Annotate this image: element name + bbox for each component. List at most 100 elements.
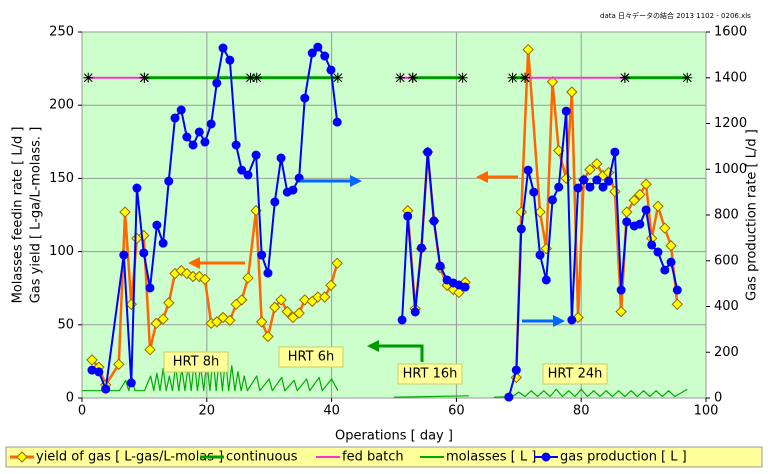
marker (566, 86, 578, 98)
marker (242, 272, 254, 284)
marker (94, 367, 104, 377)
marker (269, 301, 281, 313)
x-tick-label: 80 (573, 404, 590, 419)
marker (332, 117, 342, 127)
marker (313, 42, 323, 52)
marker (647, 240, 657, 250)
arrows (188, 171, 565, 362)
marker (610, 147, 620, 157)
marker (281, 305, 294, 318)
marker (523, 165, 533, 175)
legend-label: yield of gas [ L-gas/L-molas ] (36, 450, 223, 465)
marker (457, 72, 468, 83)
marker (616, 285, 626, 295)
legend: yield of gas [ L-gas/L-molas ] continuous… (5, 446, 763, 468)
legend-marker (16, 451, 28, 463)
marker (573, 183, 583, 193)
marker (326, 65, 336, 75)
marker (522, 43, 534, 56)
x-tick-label: 20 (199, 404, 216, 419)
marker (429, 216, 439, 226)
marker (150, 317, 162, 330)
marker (665, 240, 677, 252)
y-axis-label: Molasses feedin rate [ L/d ] (11, 127, 26, 304)
marker (520, 72, 531, 83)
marker (659, 222, 671, 234)
arrow-head (476, 171, 488, 183)
marker (139, 248, 149, 258)
marker (567, 315, 577, 325)
marker (529, 187, 539, 197)
legend-label: gas production [ L ] (560, 450, 687, 465)
y2-tick-label: 1400 (714, 70, 747, 85)
marker (319, 291, 331, 303)
marker (541, 275, 551, 285)
series (83, 72, 630, 83)
y-tick-label: 150 (49, 171, 74, 186)
marker (163, 297, 175, 309)
annotation: HRT 16h (403, 367, 458, 382)
marker (622, 217, 632, 227)
marker (561, 106, 571, 116)
marker (218, 43, 228, 53)
marker (170, 113, 180, 123)
y2-tick-label: 1200 (714, 116, 747, 131)
marker (511, 365, 521, 375)
marker (535, 250, 545, 260)
marker (397, 315, 407, 325)
x-tick-label: 100 (694, 404, 719, 419)
marker (410, 307, 420, 317)
marker (251, 150, 261, 160)
marker (199, 273, 211, 286)
marker (293, 307, 305, 319)
marker (416, 243, 426, 253)
marker (245, 72, 256, 83)
marker (591, 158, 603, 170)
marker (652, 200, 664, 212)
marker (157, 313, 169, 325)
series-layer (82, 42, 693, 402)
x-tick-label: 0 (78, 404, 86, 419)
y2-tick-label: 800 (714, 208, 739, 223)
marker (307, 48, 317, 58)
marker (152, 220, 162, 230)
y2-tick-label: 1600 (714, 25, 747, 40)
marker (113, 358, 125, 371)
x-axis-label: Operations [ day ] (335, 429, 453, 444)
marker (554, 182, 564, 192)
marker (584, 163, 596, 176)
y-tick-label: 100 (49, 244, 74, 259)
y2-tick-label: 200 (714, 345, 739, 360)
annotation: HRT 8h (173, 355, 219, 370)
annotation: HRT 24h (548, 367, 603, 382)
marker (423, 147, 433, 157)
series (87, 42, 682, 402)
marker (660, 265, 670, 275)
axes: 0501001502002500200400600800100012001400… (49, 25, 747, 419)
marker (507, 72, 518, 83)
marker (243, 170, 253, 180)
marker (231, 140, 241, 150)
marker (453, 286, 465, 299)
annotation: HRT 6h (288, 350, 334, 365)
marker (585, 182, 595, 192)
marker (332, 72, 343, 83)
marker (666, 257, 676, 267)
y-axis-label: Gas yield [ L-ga/L-molass. ] (29, 127, 44, 304)
marker (635, 219, 645, 229)
annotation-box (278, 346, 344, 368)
marker (300, 93, 310, 103)
marker (164, 176, 174, 186)
marker (395, 72, 406, 83)
marker (592, 175, 602, 185)
marker (270, 197, 280, 207)
marker (182, 132, 192, 142)
annotation-box (163, 351, 229, 373)
plot-area (81, 31, 707, 399)
y2-tick-label: 600 (714, 253, 739, 268)
marker (325, 279, 337, 291)
arrow-head (367, 340, 379, 352)
marker (331, 257, 343, 270)
marker (682, 72, 693, 83)
